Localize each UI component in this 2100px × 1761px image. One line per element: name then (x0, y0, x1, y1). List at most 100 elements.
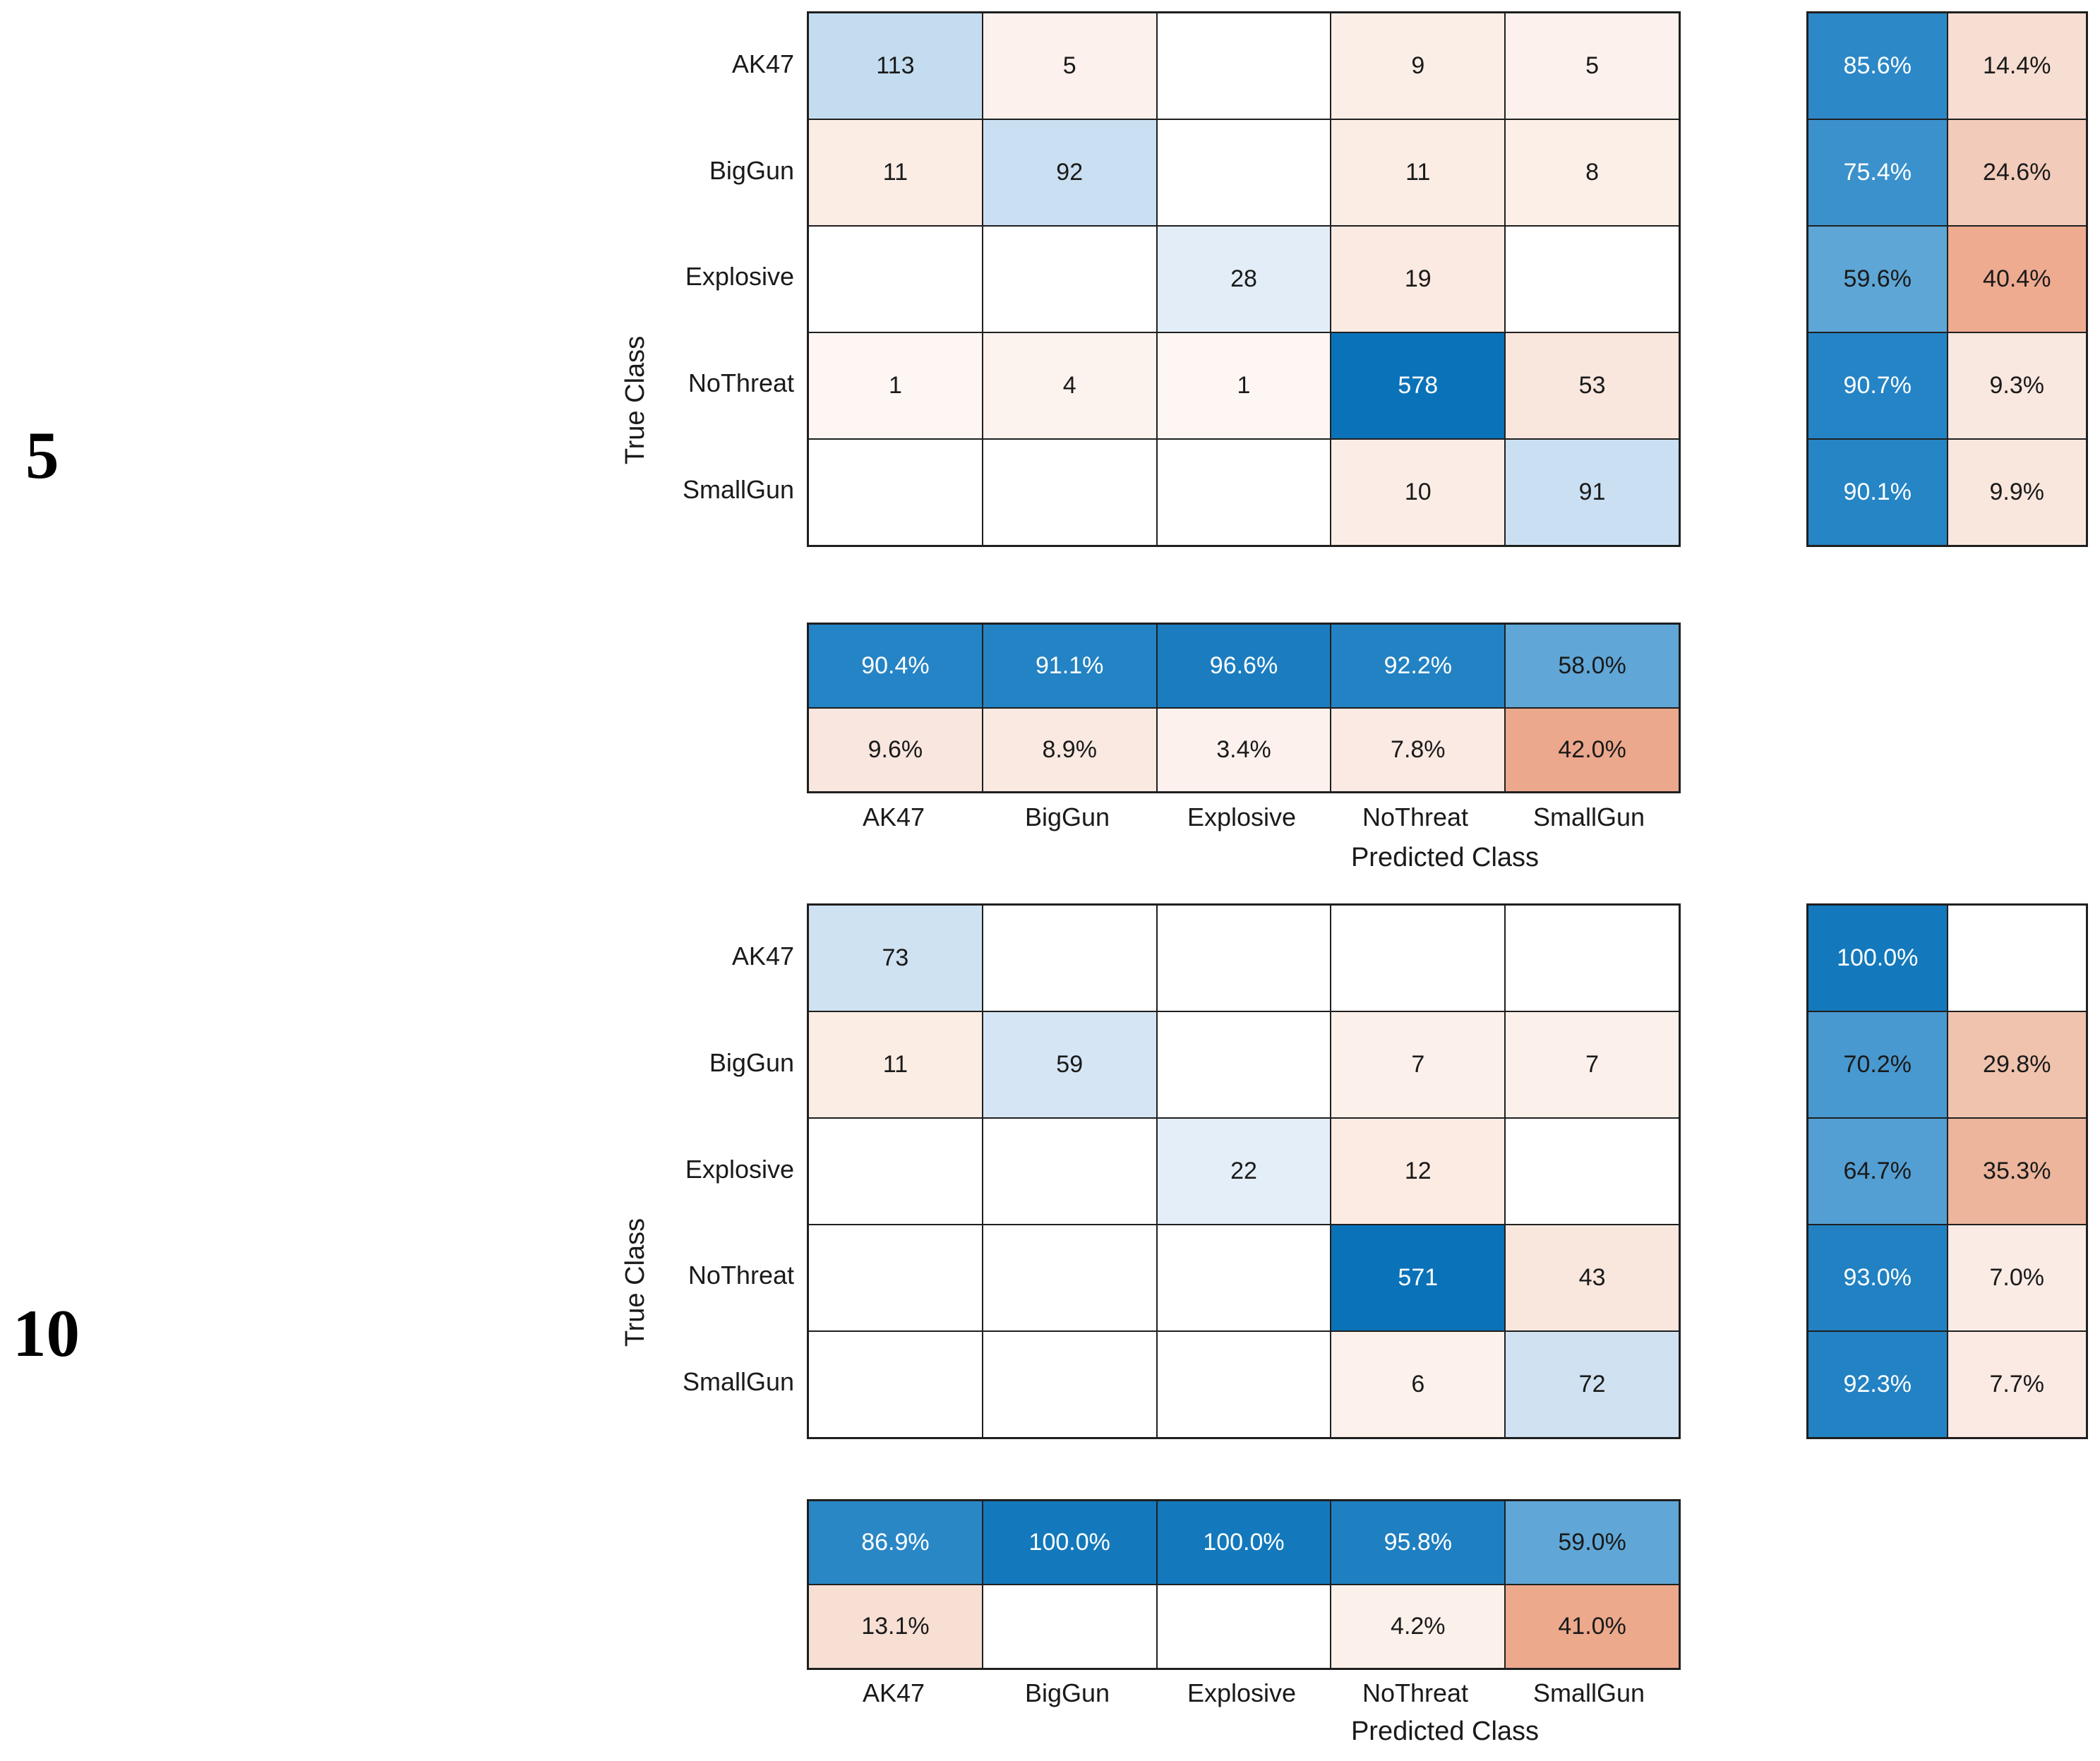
fig2-cell-r4c1 (983, 1332, 1156, 1437)
fig1-row-label-explosive: Explosive (685, 262, 794, 291)
fig1-cell-r3c3: 578 (1331, 333, 1505, 438)
fig2-cell-r1c0: 11 (809, 1012, 982, 1117)
fig1-cell-r2c0 (809, 227, 982, 332)
fig1-colsum-r0c3: 92.2% (1331, 625, 1505, 707)
epoch-label-10: 10 (13, 1296, 80, 1371)
fig2-colsum-r0c4: 59.0% (1506, 1501, 1679, 1584)
fig1-colsum-r1c3: 7.8% (1331, 709, 1505, 791)
fig1-colsum-r1c4: 42.0% (1506, 709, 1679, 791)
fig1-col-label-ak47: AK47 (862, 803, 925, 831)
fig2-cell-r3c4: 43 (1506, 1225, 1679, 1330)
fig1-cell-r4c1 (983, 440, 1156, 545)
fig1-cell-r1c3: 11 (1331, 120, 1505, 225)
fig2-rowsum-r4c1: 7.7% (1948, 1332, 2086, 1437)
fig2-cell-r0c1 (983, 906, 1156, 1011)
fig1-cell-r3c2: 1 (1157, 333, 1331, 438)
fig1-colsum-r0c1: 91.1% (983, 625, 1156, 707)
fig1-x-axis-label: Predicted Class (1350, 843, 1540, 872)
fig2-cell-r2c1 (983, 1119, 1156, 1224)
fig2-cell-r0c3 (1331, 906, 1505, 1011)
fig1-rowsum-r4c1: 9.9% (1948, 440, 2086, 545)
fig1-cell-r2c3: 19 (1331, 227, 1505, 332)
fig2-cell-r1c2 (1157, 1012, 1331, 1117)
fig2-cell-r1c1: 59 (983, 1012, 1156, 1117)
fig2-row-label-biggun: BigGun (709, 1048, 794, 1077)
fig2-column-summary: 86.9% 100.0% 100.0% 95.8% 59.0% 13.1% 4.… (807, 1499, 1681, 1670)
fig1-colsum-r1c0: 9.6% (809, 709, 982, 791)
fig1-row-label-smallgun: SmallGun (682, 475, 794, 504)
fig1-rowsum-r0c1: 14.4% (1948, 13, 2086, 119)
fig2-cell-r3c0 (809, 1225, 982, 1330)
fig2-cell-r4c4: 72 (1506, 1332, 1679, 1437)
fig1-col-label-smallgun: SmallGun (1532, 803, 1645, 831)
fig2-rowsum-r3c0: 93.0% (1808, 1225, 1947, 1330)
fig1-cell-r1c0: 11 (809, 120, 982, 225)
fig1-colsum-r1c1: 8.9% (983, 709, 1156, 791)
fig2-rowsum-r0c1 (1948, 906, 2086, 1011)
fig2-colsum-r0c2: 100.0% (1157, 1501, 1331, 1584)
fig1-cell-r0c3: 9 (1331, 13, 1505, 119)
fig2-cell-r1c4: 7 (1506, 1012, 1679, 1117)
epoch-label-5: 5 (25, 418, 59, 493)
fig1-rowsum-r0c0: 85.6% (1808, 13, 1947, 119)
fig2-rowsum-r1c1: 29.8% (1948, 1012, 2086, 1117)
fig1-cell-r0c2 (1157, 13, 1331, 119)
fig2-row-label-nothreat: NoThreat (688, 1261, 794, 1290)
fig2-rowsum-r3c1: 7.0% (1948, 1225, 2086, 1330)
fig1-colsum-r0c2: 96.6% (1157, 625, 1331, 707)
fig2-row-label-explosive: Explosive (685, 1155, 794, 1184)
fig1-col-label-explosive: Explosive (1187, 803, 1297, 831)
fig2-rowsum-r2c0: 64.7% (1808, 1119, 1947, 1224)
fig2-row-label-ak47: AK47 (731, 942, 794, 970)
fig1-rowsum-r3c0: 90.7% (1808, 333, 1947, 438)
fig2-row-label-smallgun: SmallGun (682, 1367, 794, 1396)
fig1-cell-r4c0 (809, 440, 982, 545)
fig1-row-summary: 85.6% 14.4% 75.4% 24.6% 59.6% 40.4% 90.7… (1806, 11, 2088, 547)
fig2-cell-r3c2 (1157, 1225, 1331, 1330)
fig1-cell-r0c4: 5 (1506, 13, 1679, 119)
fig2-col-label-biggun: BigGun (1024, 1678, 1110, 1707)
fig2-x-axis-label: Predicted Class (1350, 1717, 1540, 1746)
fig2-cell-r2c3: 12 (1331, 1119, 1505, 1224)
fig2-confusion-grid: 73 11 59 7 7 22 12 571 43 6 72 (807, 903, 1681, 1439)
fig1-cell-r2c1 (983, 227, 1156, 332)
fig2-colsum-r1c1 (983, 1585, 1156, 1668)
fig1-colsum-r1c2: 3.4% (1157, 709, 1331, 791)
fig2-cell-r4c2 (1157, 1332, 1331, 1437)
fig1-cell-r3c0: 1 (809, 333, 982, 438)
fig2-cell-r0c0: 73 (809, 906, 982, 1011)
fig1-cell-r4c3: 10 (1331, 440, 1505, 545)
fig1-cell-r0c0: 113 (809, 13, 982, 119)
fig1-rowsum-r1c1: 24.6% (1948, 120, 2086, 225)
fig1-cell-r0c1: 5 (983, 13, 1156, 119)
fig1-rowsum-r4c0: 90.1% (1808, 440, 1947, 545)
fig1-cell-r3c1: 4 (983, 333, 1156, 438)
fig1-confusion-grid: 113 5 9 5 11 92 11 8 28 19 1 4 1 578 53 … (807, 11, 1681, 547)
fig2-cell-r2c2: 22 (1157, 1119, 1331, 1224)
fig2-cell-r3c1 (983, 1225, 1156, 1330)
fig1-column-summary: 90.4% 91.1% 96.6% 92.2% 58.0% 9.6% 8.9% … (807, 623, 1681, 793)
fig2-col-label-explosive: Explosive (1187, 1678, 1297, 1707)
fig2-col-label-smallgun: SmallGun (1532, 1678, 1645, 1707)
fig1-rowsum-r2c1: 40.4% (1948, 227, 2086, 332)
fig1-colsum-r0c0: 90.4% (809, 625, 982, 707)
fig2-colsum-r1c4: 41.0% (1506, 1585, 1679, 1668)
fig2-colsum-r0c0: 86.9% (809, 1501, 982, 1584)
fig2-cell-r4c3: 6 (1331, 1332, 1505, 1437)
fig2-colsum-r1c3: 4.2% (1331, 1585, 1505, 1668)
fig1-rowsum-r2c0: 59.6% (1808, 227, 1947, 332)
fig1-cell-r1c1: 92 (983, 120, 1156, 225)
fig2-col-label-nothreat: NoThreat (1362, 1678, 1469, 1707)
fig1-row-label-ak47: AK47 (731, 49, 794, 78)
fig1-cell-r3c4: 53 (1506, 333, 1679, 438)
fig2-rowsum-r1c0: 70.2% (1808, 1012, 1947, 1117)
fig2-cell-r2c0 (809, 1119, 982, 1224)
fig2-colsum-r1c2 (1157, 1585, 1331, 1668)
fig1-cell-r2c2: 28 (1157, 227, 1331, 332)
fig2-cell-r3c3: 571 (1331, 1225, 1505, 1330)
fig1-rowsum-r3c1: 9.3% (1948, 333, 2086, 438)
fig2-col-label-ak47: AK47 (862, 1678, 925, 1707)
fig1-cell-r2c4 (1506, 227, 1679, 332)
fig1-row-label-biggun: BigGun (709, 156, 794, 185)
fig2-rowsum-r4c0: 92.3% (1808, 1332, 1947, 1437)
